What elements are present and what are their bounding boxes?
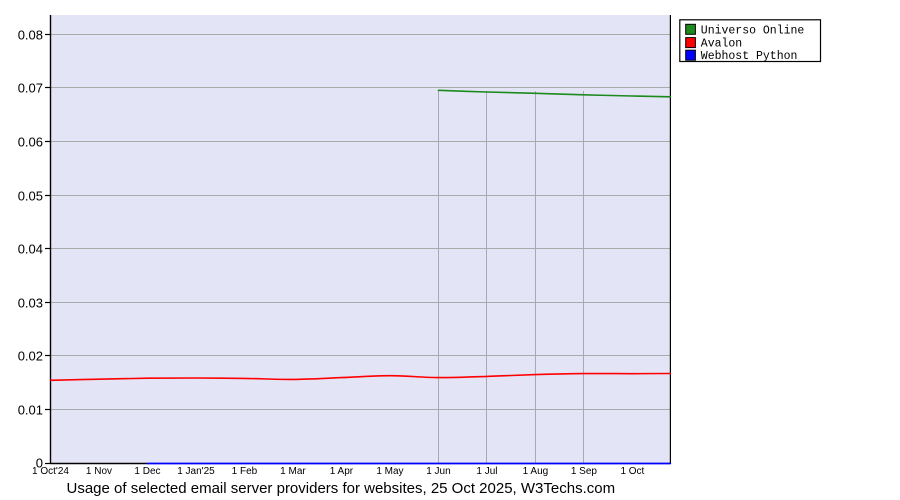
svg-text:0.01: 0.01 xyxy=(18,403,43,418)
svg-text:1 Jan'25: 1 Jan'25 xyxy=(177,466,215,477)
svg-text:1 May: 1 May xyxy=(376,466,403,477)
svg-text:0.05: 0.05 xyxy=(18,189,43,204)
svg-text:1 Aug: 1 Aug xyxy=(523,466,549,477)
svg-text:1 Apr: 1 Apr xyxy=(330,466,354,477)
svg-text:0.07: 0.07 xyxy=(18,81,43,96)
svg-text:0.06: 0.06 xyxy=(18,135,43,150)
svg-text:1 Oct'24: 1 Oct'24 xyxy=(32,466,69,477)
svg-text:1 Dec: 1 Dec xyxy=(134,466,160,477)
svg-text:1 Feb: 1 Feb xyxy=(232,466,258,477)
svg-text:1 Jul: 1 Jul xyxy=(476,466,497,477)
svg-text:0.02: 0.02 xyxy=(18,349,43,364)
svg-text:0.08: 0.08 xyxy=(18,28,43,43)
svg-text:1 Sep: 1 Sep xyxy=(571,466,598,477)
svg-text:1 Oct: 1 Oct xyxy=(620,466,644,477)
svg-text:Universo Online: Universo Online xyxy=(701,24,805,37)
svg-text:1 Nov: 1 Nov xyxy=(86,466,112,477)
svg-text:Avalon: Avalon xyxy=(701,38,742,51)
svg-text:0.03: 0.03 xyxy=(18,296,43,311)
svg-text:0.04: 0.04 xyxy=(18,242,43,257)
svg-text:1 Mar: 1 Mar xyxy=(280,466,306,477)
svg-text:Usage of selected email server: Usage of selected email server providers… xyxy=(67,480,616,497)
svg-text:1 Jun: 1 Jun xyxy=(426,466,450,477)
svg-text:Webhost Python: Webhost Python xyxy=(701,50,798,63)
